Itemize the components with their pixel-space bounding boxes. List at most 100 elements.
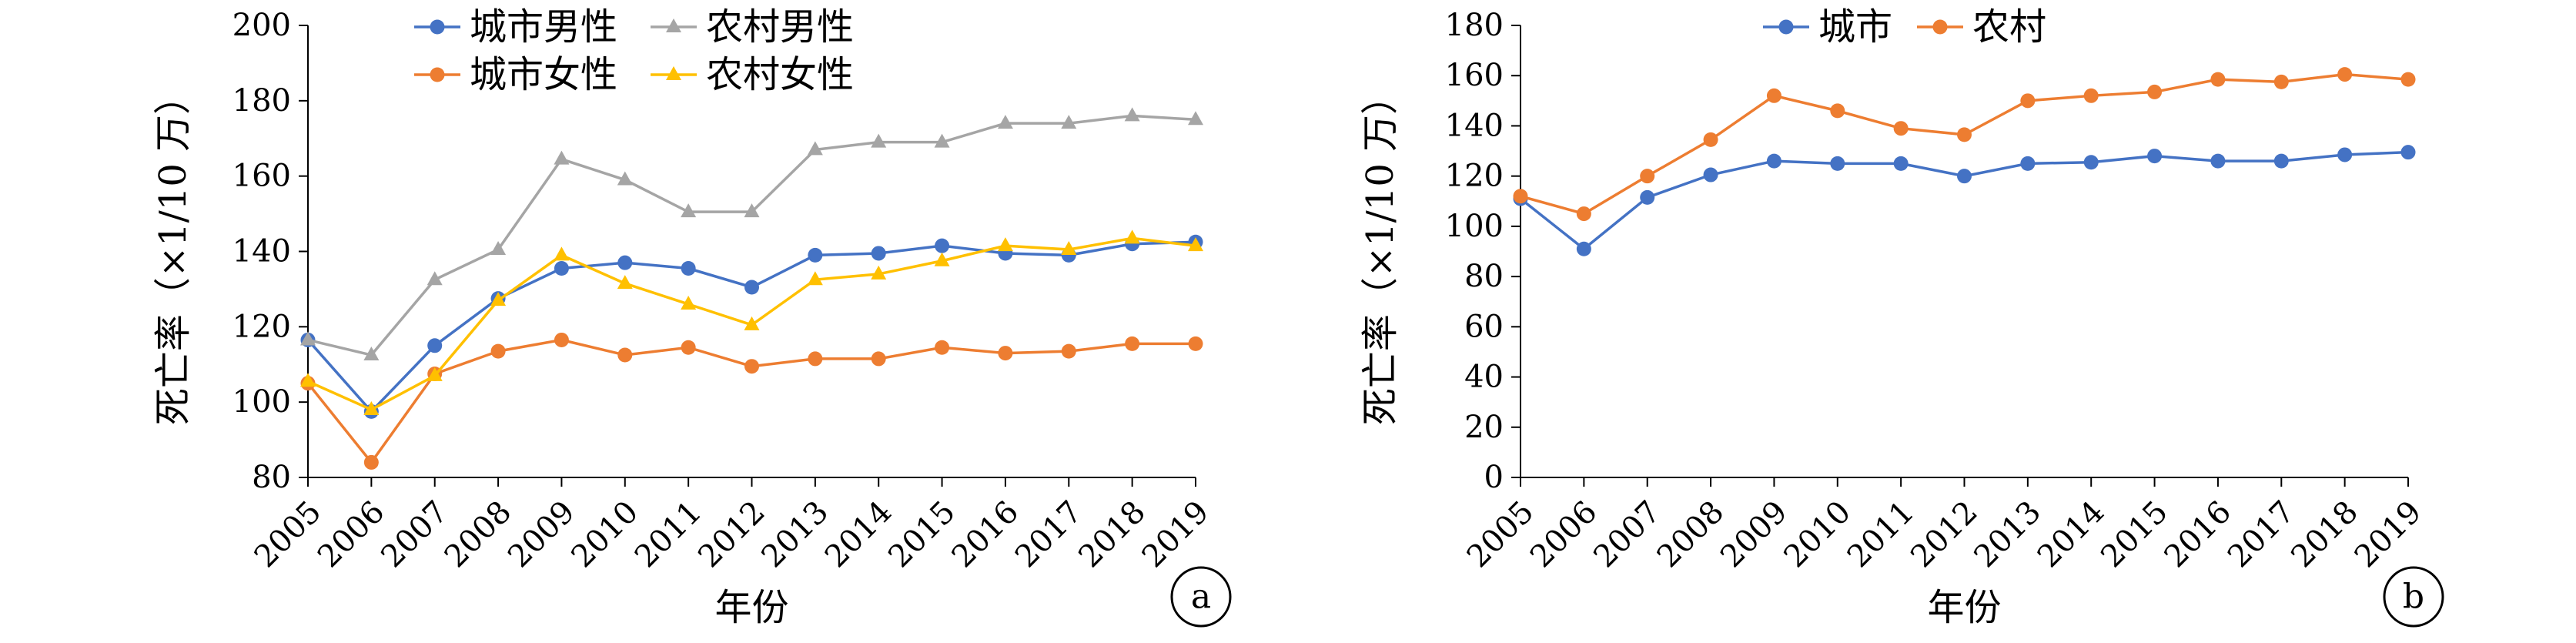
y-tick-label: 80 bbox=[252, 460, 291, 495]
x-tick-label: 2015 bbox=[882, 494, 962, 575]
data-point bbox=[1766, 88, 1781, 103]
data-point bbox=[1893, 121, 1909, 136]
data-point bbox=[1957, 127, 1972, 142]
x-tick-label: 2012 bbox=[1904, 494, 1985, 575]
data-point bbox=[681, 295, 697, 310]
data-point bbox=[807, 141, 823, 156]
legend-marker bbox=[430, 19, 445, 35]
data-point bbox=[1188, 111, 1203, 126]
legend-marker bbox=[1932, 19, 1948, 35]
data-point bbox=[2210, 72, 2226, 87]
data-point bbox=[2020, 156, 2036, 171]
data-point bbox=[934, 133, 950, 148]
data-point bbox=[1124, 229, 1140, 244]
data-point bbox=[871, 265, 887, 280]
series-b bbox=[1513, 67, 2416, 256]
data-point bbox=[554, 261, 569, 276]
x-tick-label: 2017 bbox=[1009, 494, 1089, 575]
y-tick-label: 180 bbox=[233, 83, 291, 119]
x-tick-label: 2008 bbox=[438, 494, 519, 575]
y-tick-label: 120 bbox=[233, 309, 291, 344]
x-tick-label: 2014 bbox=[2031, 494, 2112, 575]
y-tick-label: 200 bbox=[233, 8, 291, 43]
data-point bbox=[808, 247, 823, 263]
data-point bbox=[2273, 74, 2289, 89]
data-point bbox=[490, 241, 507, 256]
data-point bbox=[300, 331, 316, 346]
legend-label: 城市女性 bbox=[470, 53, 617, 96]
data-point bbox=[300, 373, 316, 387]
data-point bbox=[1830, 103, 1845, 119]
data-point bbox=[1124, 107, 1140, 122]
legend-item: 城市女性 bbox=[414, 53, 617, 96]
data-point bbox=[871, 246, 886, 261]
data-point bbox=[1640, 189, 1655, 205]
x-tick-label: 2009 bbox=[1714, 494, 1795, 575]
data-point bbox=[617, 255, 633, 270]
panel-badge-b: b bbox=[2383, 566, 2444, 628]
data-point bbox=[363, 347, 380, 361]
x-tick-label: 2012 bbox=[691, 494, 772, 575]
data-point bbox=[997, 115, 1013, 129]
data-point bbox=[1061, 343, 1076, 359]
y-tick-label: 100 bbox=[233, 384, 291, 420]
series-line-3 bbox=[306, 338, 1196, 465]
y-tick-label: 180 bbox=[1445, 8, 1504, 43]
x-tick-label: 2007 bbox=[374, 494, 455, 575]
legend-item: 农村女性 bbox=[651, 53, 854, 96]
x-tick-label: 2005 bbox=[1460, 494, 1541, 575]
legend-item: 城市 bbox=[1763, 5, 1892, 49]
x-tick-label: 2013 bbox=[1968, 494, 2049, 575]
data-point bbox=[617, 171, 633, 186]
x-tick-label: 2010 bbox=[1778, 494, 1858, 575]
data-point bbox=[617, 347, 633, 363]
data-point bbox=[363, 454, 379, 470]
legend-marker bbox=[1778, 19, 1794, 35]
data-point bbox=[807, 271, 823, 286]
data-point bbox=[1576, 206, 1591, 222]
data-point bbox=[998, 346, 1013, 361]
data-point bbox=[1513, 189, 1528, 204]
data-point bbox=[1125, 336, 1140, 351]
data-point bbox=[997, 237, 1013, 252]
x-tick-label: 2016 bbox=[2158, 494, 2239, 575]
y-axis-a: 80 100 120 140 160 180 200 bbox=[233, 8, 309, 495]
x-tick-label: 2016 bbox=[945, 494, 1026, 575]
panel-badge-a: a bbox=[1170, 566, 1232, 628]
legend-label: 农村 bbox=[1972, 5, 2046, 49]
legend-label: 农村男性 bbox=[706, 5, 854, 49]
data-point bbox=[1576, 241, 1591, 256]
x-tick-label: 2009 bbox=[501, 494, 582, 575]
data-point bbox=[744, 359, 759, 374]
data-point bbox=[554, 246, 570, 261]
y-axis-title-b: 死亡率（×1/10 万） bbox=[1359, 78, 1402, 425]
x-tick-label: 2006 bbox=[311, 494, 392, 575]
data-point bbox=[1061, 115, 1077, 129]
x-axis-b: 2005200620072008200920102011201220132014… bbox=[1460, 477, 2428, 575]
data-point bbox=[935, 238, 950, 253]
legend-label: 城市男性 bbox=[470, 5, 617, 49]
legend-b: 城市 农村 bbox=[1763, 5, 2046, 49]
x-tick-label: 2005 bbox=[248, 494, 329, 575]
data-point bbox=[2083, 155, 2099, 170]
data-point bbox=[744, 316, 760, 330]
data-point bbox=[490, 292, 507, 306]
data-point bbox=[1061, 241, 1077, 256]
data-point bbox=[1188, 237, 1203, 252]
x-tick-label: 2010 bbox=[565, 494, 646, 575]
data-point bbox=[2020, 93, 2036, 109]
y-tick-label: 0 bbox=[1484, 460, 1504, 495]
x-tick-label: 2019 bbox=[1136, 494, 1216, 575]
y-tick-label: 100 bbox=[1445, 209, 1504, 244]
x-tick-label: 2011 bbox=[628, 494, 709, 575]
data-point bbox=[808, 351, 823, 367]
x-axis-title-b: 年份 bbox=[1927, 586, 2001, 629]
data-point bbox=[363, 400, 380, 415]
data-point bbox=[2210, 153, 2226, 169]
data-point bbox=[1830, 156, 1845, 171]
series-a bbox=[300, 107, 1203, 470]
legend-marker bbox=[666, 66, 681, 80]
data-point bbox=[2337, 147, 2353, 162]
